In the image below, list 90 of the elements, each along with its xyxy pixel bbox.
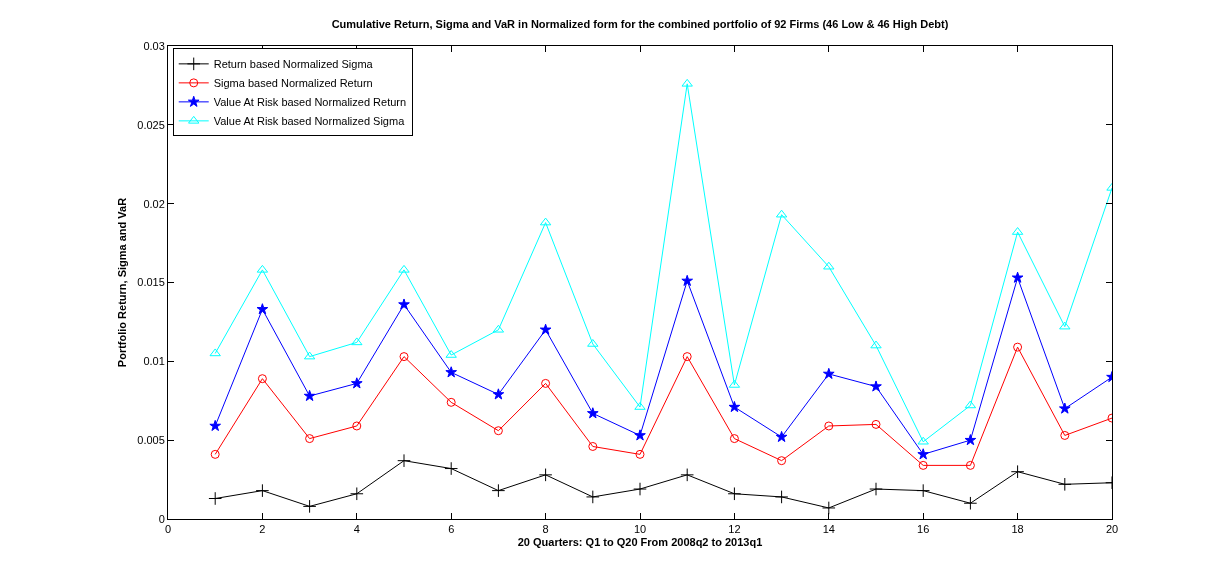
point <box>682 352 692 362</box>
point <box>209 348 221 357</box>
point <box>871 419 881 429</box>
point <box>302 499 317 514</box>
point <box>729 434 739 444</box>
x-tick-label: 8 <box>542 523 549 536</box>
point <box>210 449 220 459</box>
point <box>1060 430 1070 440</box>
point <box>446 397 456 407</box>
point <box>398 264 410 273</box>
y-tick-label: 0 <box>158 512 165 525</box>
point <box>777 456 787 466</box>
point <box>1013 342 1023 352</box>
point <box>256 303 269 315</box>
point <box>870 340 882 349</box>
point <box>1058 477 1072 492</box>
point <box>917 448 930 460</box>
point <box>350 486 364 501</box>
point <box>728 400 741 413</box>
point <box>1059 321 1071 330</box>
point <box>916 483 930 498</box>
x-tick-label: 20 <box>1105 523 1119 536</box>
y-tick-label: 0.01 <box>143 355 165 368</box>
point <box>633 482 647 496</box>
point <box>255 483 270 498</box>
point <box>586 490 600 504</box>
point <box>539 323 552 335</box>
point <box>491 483 506 498</box>
point <box>681 78 693 87</box>
point <box>399 352 409 362</box>
point <box>869 482 883 496</box>
y-axis-title: Portfolio Return, Sigma and VaR <box>115 197 128 368</box>
point <box>680 468 694 482</box>
x-tick-label: 2 <box>259 523 266 536</box>
x-tick-label: 4 <box>353 523 360 536</box>
point <box>775 430 788 443</box>
point <box>963 496 978 511</box>
x-tick-label: 6 <box>448 523 455 536</box>
point <box>303 389 316 402</box>
y-tick-label: 0.02 <box>143 197 165 210</box>
point <box>541 378 551 388</box>
point <box>493 426 503 436</box>
legend-label: Sigma based Normalized Return <box>213 77 373 90</box>
point <box>870 380 882 392</box>
point <box>586 407 599 419</box>
y-tick-label: 0.025 <box>137 118 165 131</box>
point <box>964 434 977 446</box>
point <box>822 367 835 379</box>
point <box>209 419 222 432</box>
point <box>681 274 694 286</box>
chart-title: Cumulative Return, Sigma and VaR in Normalized form for the combined portfolio of 92 Firms (46 Low & 46 High Debt) <box>331 18 949 30</box>
point <box>918 460 928 470</box>
point <box>917 436 929 445</box>
y-tick-label: 0.005 <box>137 434 165 447</box>
point <box>822 501 836 515</box>
point <box>351 337 363 346</box>
point <box>538 468 553 482</box>
x-tick-label: 18 <box>1011 523 1024 536</box>
point <box>727 486 742 501</box>
point <box>350 377 363 389</box>
legend-label: Value At Risk based Normalized Sigma <box>213 115 406 128</box>
point <box>257 374 267 384</box>
y-tick-label: 0.015 <box>137 276 165 289</box>
legend-label: Value At Risk based Normalized Return <box>213 96 407 109</box>
point <box>1010 464 1025 479</box>
x-tick-label: 12 <box>728 523 741 536</box>
point <box>823 261 835 270</box>
point <box>398 298 410 310</box>
point <box>1011 271 1024 283</box>
point <box>397 453 411 468</box>
point <box>492 388 505 400</box>
point <box>305 434 315 444</box>
x-tick-label: 10 <box>633 523 647 536</box>
point <box>774 490 789 504</box>
point <box>444 461 458 476</box>
point <box>588 441 598 451</box>
point <box>352 421 362 431</box>
point <box>587 338 599 347</box>
legend-label: Return based Normalized Sigma <box>213 58 374 71</box>
point <box>208 491 222 506</box>
x-tick-label: 16 <box>917 523 930 536</box>
x-tick-label: 14 <box>822 523 835 536</box>
point <box>824 421 834 431</box>
point <box>1058 402 1071 414</box>
point <box>634 429 646 441</box>
x-axis-title: 20 Quarters: Q1 to Q20 From 2008q2 to 2013q1 <box>517 536 763 549</box>
point <box>965 460 975 470</box>
point <box>635 449 645 459</box>
point <box>445 366 458 378</box>
y-tick-label: 0.03 <box>143 39 165 52</box>
